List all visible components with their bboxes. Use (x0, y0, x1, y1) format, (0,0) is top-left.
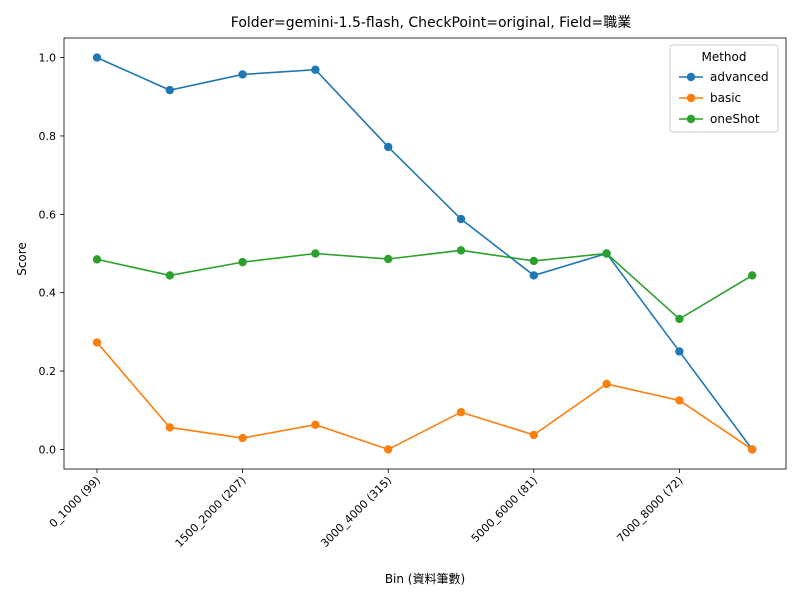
data-point-advanced (456, 214, 466, 224)
data-point-basic (748, 445, 757, 454)
data-point-oneShot (456, 246, 466, 255)
data-point-basic (165, 423, 174, 432)
data-point-advanced (529, 271, 538, 280)
legend-marker-oneShot (686, 114, 696, 124)
data-point-oneShot (311, 249, 320, 258)
data-point-basic (311, 420, 320, 429)
legend-label-oneShot: oneShot (710, 112, 760, 126)
data-point-oneShot (384, 254, 393, 264)
data-point-basic (529, 430, 538, 440)
data-point-oneShot (238, 257, 247, 267)
data-point-basic (384, 445, 393, 454)
data-point-advanced (675, 347, 684, 356)
series-line-oneShot (96, 249, 753, 320)
y-axis-label: Score (15, 242, 29, 276)
legend: Method advanced basic oneShot (669, 44, 779, 133)
data-point-advanced (384, 142, 393, 152)
data-point-advanced (311, 65, 320, 74)
legend-marker-basic (686, 93, 696, 103)
legend-label-advanced: advanced (710, 70, 769, 84)
data-point-advanced (238, 70, 247, 79)
data-point-advanced (165, 85, 174, 95)
y-tick-label: 0.6 (39, 208, 57, 221)
data-point-basic (456, 407, 466, 417)
y-tick-label: 0.2 (39, 365, 57, 378)
legend-title: Method (701, 50, 746, 64)
data-point-oneShot (602, 249, 611, 258)
data-point-basic (675, 396, 684, 405)
data-point-oneShot (748, 271, 757, 280)
data-point-oneShot (529, 256, 538, 266)
y-tick-label: 0.0 (39, 443, 57, 456)
y-tick-label: 1.0 (39, 52, 57, 65)
data-point-oneShot (675, 314, 684, 324)
data-point-basic (602, 379, 611, 389)
series-line-advanced (96, 56, 753, 450)
x-axis-label: Bin (資料筆數) (385, 572, 465, 586)
data-point-advanced (92, 53, 102, 62)
legend-marker-advanced (686, 72, 696, 82)
y-tick-label: 0.4 (39, 287, 57, 300)
data-point-basic (92, 338, 102, 347)
y-tick-label: 0.8 (39, 130, 57, 143)
legend-label-basic: basic (710, 91, 741, 105)
chart-title: Folder=gemini-1.5-flash, CheckPoint=orig… (231, 15, 631, 31)
plot-frame (63, 37, 787, 470)
data-point-oneShot (165, 271, 174, 280)
series-line-basic (96, 341, 753, 451)
data-point-basic (238, 433, 247, 443)
legend-box (669, 44, 779, 133)
data-point-oneShot (92, 255, 102, 264)
